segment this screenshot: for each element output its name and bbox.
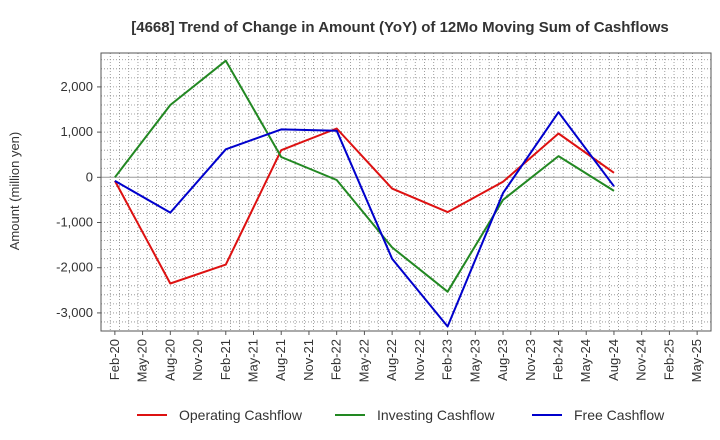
x-tick-label: Feb-22 — [329, 339, 344, 380]
x-tick-label: May-25 — [689, 339, 704, 382]
x-tick-label: Aug-21 — [273, 339, 288, 381]
y-tick-label: -2,000 — [56, 260, 93, 275]
x-tick-label: Nov-24 — [634, 339, 649, 381]
chart-title: [4668] Trend of Change in Amount (YoY) o… — [131, 19, 669, 36]
series-lines — [114, 59, 615, 328]
x-tick-label: Feb-25 — [661, 339, 676, 380]
legend-label: Free Cashflow — [574, 407, 665, 423]
x-tick-label: Feb-20 — [107, 339, 122, 380]
x-axis-ticks: Feb-20 May-20 Aug-20 Nov-20 Feb-21 May-21 Aug-… — [107, 331, 704, 382]
x-tick-label: Nov-21 — [301, 339, 316, 381]
y-tick-label: -3,000 — [56, 305, 93, 320]
x-tick-label: Aug-23 — [495, 339, 510, 381]
x-tick-label: Aug-24 — [606, 339, 621, 381]
x-tick-label: May-22 — [356, 339, 371, 382]
series-line-operating-cashflow — [114, 127, 615, 285]
legend: Operating Cashflow Investing Cashflow Free… — [137, 407, 665, 423]
y-tick-label: 1,000 — [60, 124, 93, 139]
x-tick-label: Aug-22 — [384, 339, 399, 381]
x-tick-label: Nov-22 — [412, 339, 427, 381]
x-tick-label: May-24 — [578, 339, 593, 382]
series-line-investing-cashflow — [114, 59, 615, 293]
y-tick-label: 0 — [86, 169, 93, 184]
x-tick-label: Feb-23 — [440, 339, 455, 380]
x-tick-label: Feb-21 — [218, 339, 233, 380]
x-tick-label: Nov-23 — [523, 339, 538, 381]
y-axis-ticks: -3,000 -2,000 -1,000 0 1,000 2,000 — [56, 79, 101, 320]
x-tick-label: May-20 — [135, 339, 150, 382]
x-tick-label: Nov-20 — [190, 339, 205, 381]
x-tick-label: Aug-20 — [162, 339, 177, 381]
grid-lines — [101, 53, 711, 332]
series-line-free-cashflow — [114, 111, 615, 328]
y-axis-label: Amount (million yen) — [7, 132, 22, 251]
legend-label: Operating Cashflow — [179, 407, 303, 423]
legend-label: Investing Cashflow — [377, 407, 495, 423]
x-tick-label: May-23 — [467, 339, 482, 382]
y-tick-label: -1,000 — [56, 215, 93, 230]
plot-area — [100, 52, 712, 332]
x-tick-label: Feb-24 — [551, 339, 566, 380]
y-tick-label: 2,000 — [60, 79, 93, 94]
x-tick-label: May-21 — [246, 339, 261, 382]
